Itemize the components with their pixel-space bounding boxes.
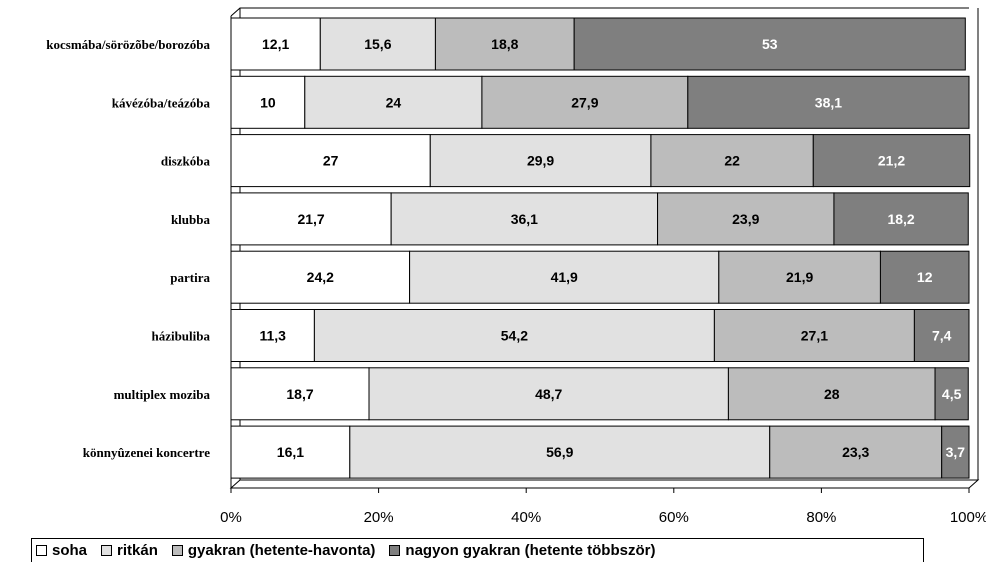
data-label-5-3: 7,4 xyxy=(932,328,952,344)
bar-segment-5-0 xyxy=(230,309,315,362)
x-tick-label-1: 20% xyxy=(364,509,394,526)
legend: soha ritkán gyakran (hetente-havonta) na… xyxy=(31,538,924,562)
bar-segment-2-0 xyxy=(230,134,431,188)
x-tick-label-4: 80% xyxy=(806,509,836,526)
data-label-6-3: 4,5 xyxy=(942,386,962,402)
bar-segment-2-3 xyxy=(812,134,971,188)
bar-segment-7-0 xyxy=(230,425,351,479)
legend-item-ritkan: ritkán xyxy=(101,542,158,559)
bar-segment-5-2 xyxy=(713,309,915,362)
data-label-5-0: 11,3 xyxy=(259,328,286,344)
bar-segment-0-1 xyxy=(319,17,436,71)
legend-label-ritkan: ritkán xyxy=(117,542,158,559)
data-label-6-2: 28 xyxy=(824,386,840,402)
bar-segment-0-2 xyxy=(434,17,575,71)
bar-segment-7-2 xyxy=(769,425,943,479)
x-tick-label-5: 100% xyxy=(950,509,986,526)
bar-segment-6-3 xyxy=(934,367,969,421)
bar-segment-5-1 xyxy=(313,309,715,362)
legend-label-soha: soha xyxy=(52,542,88,559)
bar-segment-1-3 xyxy=(687,75,970,129)
legend-item-nagyon-gyakran: nagyon gyakran (hetente többször) xyxy=(389,542,655,559)
bar-segment-3-0 xyxy=(230,192,392,246)
bar-segment-0-0 xyxy=(230,17,321,71)
bar-segment-4-2 xyxy=(718,250,881,304)
bar-segment-4-0 xyxy=(230,250,411,304)
data-label-7-2: 23,3 xyxy=(842,444,869,460)
data-label-3-1: 36,1 xyxy=(511,211,538,227)
data-label-0-0: 12,1 xyxy=(262,36,289,52)
bar-segment-7-1 xyxy=(349,425,771,479)
bar-segment-7-3 xyxy=(941,425,970,479)
data-label-2-0: 27 xyxy=(323,153,339,169)
data-label-7-3: 3,7 xyxy=(946,444,966,460)
bar-segment-2-2 xyxy=(650,134,814,188)
category-label-0: kocsmába/sörözõbe/borozóba xyxy=(46,37,210,52)
data-label-7-1: 56,9 xyxy=(546,444,573,460)
legend-swatch-soha xyxy=(36,545,47,556)
category-label-4: partira xyxy=(170,270,210,285)
data-label-1-1: 24 xyxy=(386,94,402,110)
category-label-5: házibuliba xyxy=(151,329,210,344)
data-label-0-3: 53 xyxy=(762,36,778,52)
data-label-4-3: 12 xyxy=(917,269,933,285)
data-label-2-1: 29,9 xyxy=(527,153,554,169)
data-label-3-3: 18,2 xyxy=(887,211,914,227)
data-label-0-1: 15,6 xyxy=(364,36,391,52)
bar-segment-3-3 xyxy=(833,192,969,246)
data-label-0-2: 18,8 xyxy=(491,36,518,52)
data-label-1-0: 10 xyxy=(260,94,276,110)
category-label-7: könnyûzenei koncertre xyxy=(83,445,210,460)
legend-swatch-nagyon-gyakran xyxy=(389,545,401,556)
legend-label-gyakran: gyakran (hetente-havonta) xyxy=(187,542,376,559)
data-label-6-0: 18,7 xyxy=(286,386,313,402)
category-label-1: kávézóba/teázóba xyxy=(112,95,211,110)
data-label-4-0: 24,2 xyxy=(307,269,334,285)
bar-segment-6-0 xyxy=(230,367,370,421)
x-tick-label-0: 0% xyxy=(220,509,242,526)
bar-segment-0-3 xyxy=(573,17,966,71)
bar-segment-2-1 xyxy=(429,134,652,188)
bar-segment-6-1 xyxy=(368,367,729,421)
data-label-4-2: 21,9 xyxy=(786,269,813,285)
data-label-6-1: 48,7 xyxy=(535,386,562,402)
bar-segment-4-3 xyxy=(879,250,970,304)
data-label-5-2: 27,1 xyxy=(801,328,828,344)
bar-segment-3-2 xyxy=(657,192,835,246)
bar-segment-1-1 xyxy=(304,75,483,129)
bar-segment-1-0 xyxy=(230,75,306,129)
plot-back-edge xyxy=(230,7,969,17)
x-tick-label-2: 40% xyxy=(511,509,541,526)
bar-segment-5-3 xyxy=(913,309,970,362)
category-label-6: multiplex moziba xyxy=(114,387,211,402)
legend-swatch-gyakran xyxy=(171,545,183,556)
data-label-4-1: 41,9 xyxy=(551,269,578,285)
legend-swatch-ritkan xyxy=(101,545,113,556)
bar-segment-4-1 xyxy=(409,250,720,304)
data-label-2-2: 22 xyxy=(724,153,740,169)
plot-floor xyxy=(229,479,980,489)
data-label-3-2: 23,9 xyxy=(732,211,759,227)
category-label-3: klubba xyxy=(171,212,211,227)
data-label-2-3: 21,2 xyxy=(878,153,905,169)
data-label-1-3: 38,1 xyxy=(815,94,842,110)
x-tick-label-3: 60% xyxy=(659,509,689,526)
legend-item-gyakran: gyakran (hetente-havonta) xyxy=(171,542,376,559)
data-label-1-2: 27,9 xyxy=(571,94,598,110)
bar-segment-3-1 xyxy=(390,192,659,246)
data-label-5-1: 54,2 xyxy=(501,328,528,344)
data-label-3-0: 21,7 xyxy=(297,211,324,227)
legend-label-nagyon-gyakran: nagyon gyakran (hetente többször) xyxy=(405,542,656,559)
category-label-2: diszkóba xyxy=(161,154,211,169)
bar-segment-1-2 xyxy=(481,75,689,129)
data-label-7-0: 16,1 xyxy=(277,444,304,460)
legend-item-soha: soha xyxy=(36,542,87,559)
